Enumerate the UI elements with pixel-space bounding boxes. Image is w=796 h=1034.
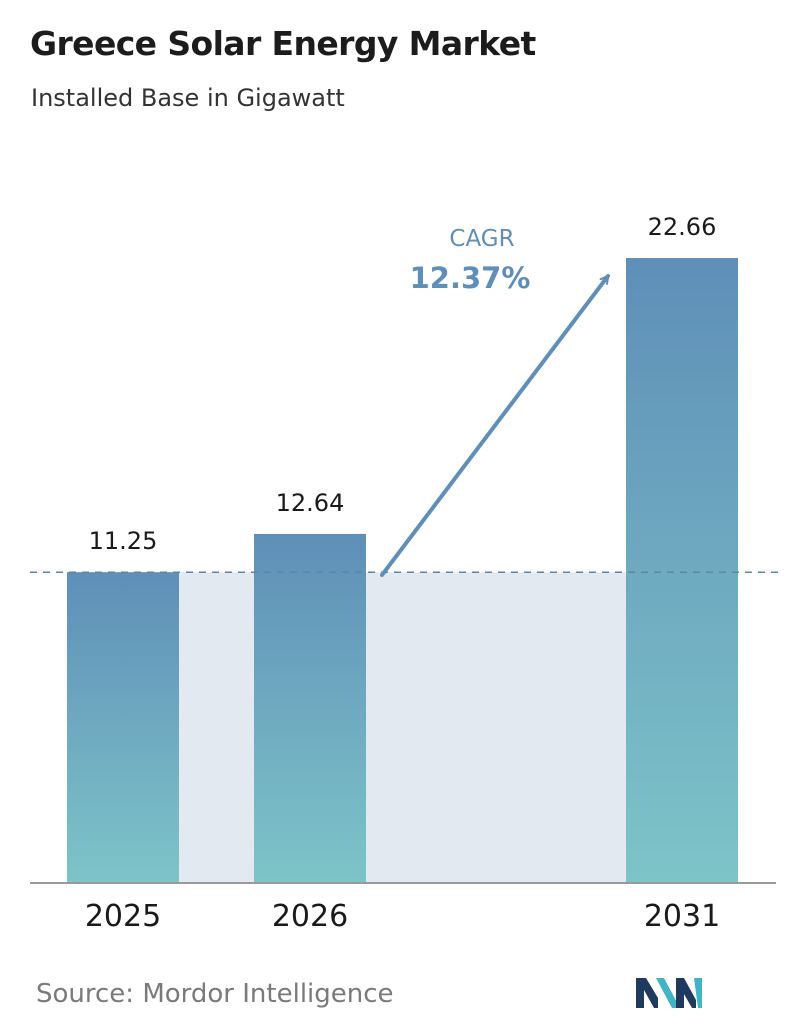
cagr-label: CAGR [449,226,514,252]
x-tick-label-2025: 2025 [85,899,161,934]
x-tick-label-2026: 2026 [272,899,348,934]
value-label-2026: 12.64 [276,489,345,517]
bar-2025 [67,572,179,882]
value-label-2025: 11.25 [89,527,158,555]
cagr-arrow [380,274,610,577]
chart-subtitle: Installed Base in Gigawatt [31,84,345,112]
bar-2031 [626,258,738,882]
cagr-value: 12.37% [410,261,531,295]
chart-title: Greece Solar Energy Market [30,24,536,63]
value-label-2031: 22.66 [648,213,717,241]
mordor-intelligence-logo [636,978,702,1008]
source-note: Source: Mordor Intelligence [36,979,394,1009]
bar-2026 [254,533,366,882]
x-tick-label-2031: 2031 [644,899,720,934]
